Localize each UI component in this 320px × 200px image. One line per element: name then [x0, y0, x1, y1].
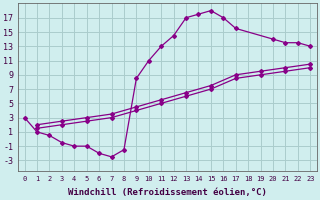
X-axis label: Windchill (Refroidissement éolien,°C): Windchill (Refroidissement éolien,°C) — [68, 188, 267, 197]
